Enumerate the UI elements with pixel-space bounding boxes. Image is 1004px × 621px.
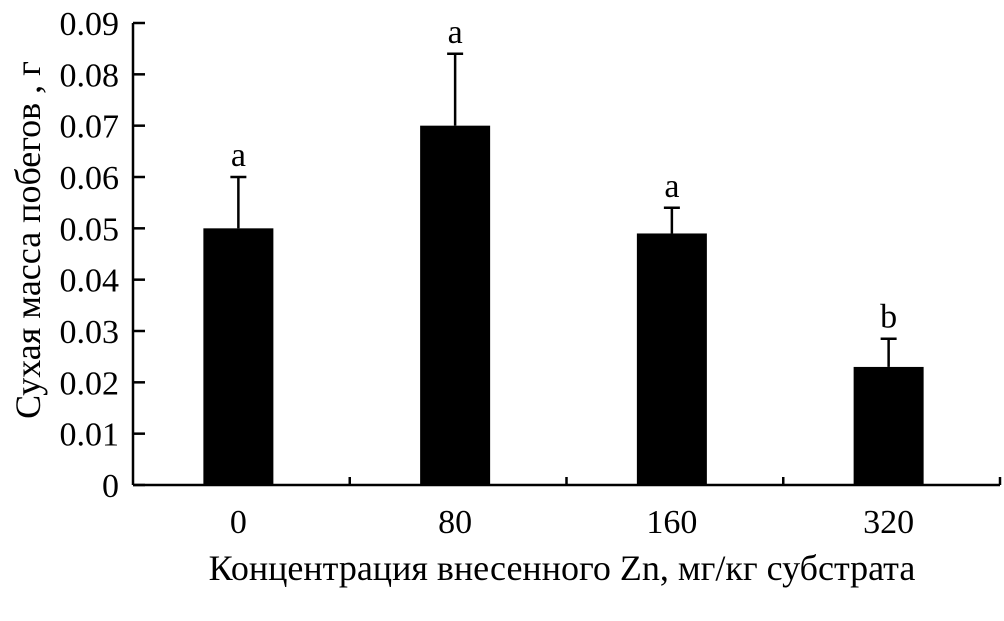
x-axis-ticks xyxy=(348,477,1002,485)
x-axis-tick-labels: 0 80 160 320 xyxy=(230,504,914,541)
y-axis-ticks xyxy=(133,21,145,487)
x-tick-label: 80 xyxy=(438,504,472,541)
error-bar xyxy=(447,52,464,126)
y-tick-label: 0.07 xyxy=(60,109,120,146)
x-axis-title: Концентрация внесенного Zn, мг/кг субстр… xyxy=(209,548,916,588)
y-tick-label: 0.02 xyxy=(60,365,120,402)
y-tick-label: 0.06 xyxy=(60,160,120,197)
y-axis-tick-labels: 0 0.01 0.02 0.03 0.04 0.05 0.06 0.07 0.08 0.09 xyxy=(60,6,120,505)
y-tick-label: 0 xyxy=(102,468,119,505)
y-tick-label: 0.03 xyxy=(60,314,120,351)
significance-label: b xyxy=(880,299,897,336)
error-bar xyxy=(230,175,247,229)
y-axis-title: Сухая масса побегов , г xyxy=(8,61,48,419)
error-bars xyxy=(230,52,897,367)
x-tick-label: 0 xyxy=(230,504,247,541)
bar xyxy=(203,228,274,486)
bar xyxy=(853,366,924,485)
bar xyxy=(420,125,491,486)
y-tick-label: 0.01 xyxy=(60,417,120,454)
significance-label: a xyxy=(664,168,679,205)
y-tick-label: 0.09 xyxy=(60,6,120,43)
significance-label: a xyxy=(231,137,246,174)
significance-labels: a a a b xyxy=(231,14,897,336)
error-bar xyxy=(880,337,897,367)
x-tick-label: 160 xyxy=(646,504,697,541)
bar xyxy=(636,233,707,485)
x-tick-label: 320 xyxy=(863,504,914,541)
bars xyxy=(203,125,924,486)
significance-label: a xyxy=(448,14,463,51)
y-tick-label: 0.04 xyxy=(60,263,120,300)
error-bar xyxy=(663,206,680,234)
y-tick-label: 0.05 xyxy=(60,211,120,248)
y-tick-label: 0.08 xyxy=(60,57,120,94)
